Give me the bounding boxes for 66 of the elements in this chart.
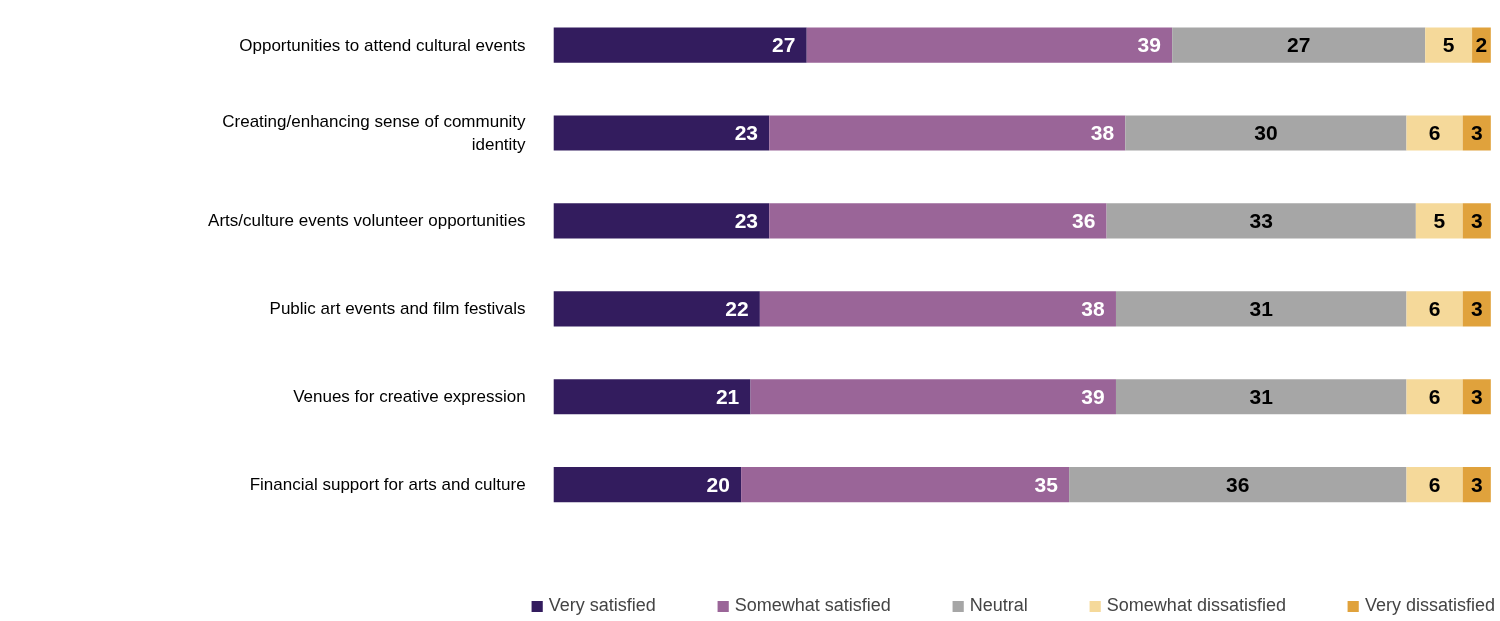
bar <box>1425 27 1473 63</box>
bar <box>1115 379 1407 415</box>
data-label: 39 <box>1081 384 1105 408</box>
legend-label: Very satisfied <box>548 595 656 616</box>
legend-label: Somewhat satisfied <box>734 595 891 616</box>
bar <box>1125 115 1407 151</box>
bar <box>1172 27 1426 63</box>
y-tick-label: Creating/enhancing sense of community identity <box>222 111 527 155</box>
data-label: 6 <box>1428 120 1441 144</box>
bar <box>553 379 751 415</box>
bar <box>1406 467 1463 503</box>
bar <box>1415 203 1463 239</box>
data-label: 27 <box>772 33 796 57</box>
data-label: 3 <box>1470 384 1483 408</box>
data-label: 5 <box>1442 33 1455 57</box>
bar <box>553 27 807 63</box>
data-label: 23 <box>734 120 758 144</box>
bar <box>553 203 770 239</box>
data-label: 3 <box>1470 296 1483 320</box>
y-tick-label: Opportunities to attend cultural events <box>239 35 526 55</box>
bar <box>553 467 742 503</box>
data-label: 31 <box>1249 296 1274 320</box>
data-label: 30 <box>1254 120 1278 144</box>
legend-label: Very dissatisfied <box>1364 595 1495 616</box>
bar <box>1462 115 1491 151</box>
bar <box>769 115 1126 151</box>
data-label: 6 <box>1428 296 1441 320</box>
data-label: 23 <box>734 208 758 232</box>
bar <box>1115 291 1407 327</box>
bar <box>1106 203 1416 239</box>
data-label: 38 <box>1090 120 1115 144</box>
bar <box>1406 291 1463 327</box>
data-label: 2 <box>1475 33 1488 57</box>
y-tick-label: Arts/culture events volunteer opportunities <box>208 211 526 231</box>
data-label: 27 <box>1287 33 1311 57</box>
data-label: 36 <box>1226 472 1250 496</box>
bar <box>1406 115 1463 151</box>
data-label: 6 <box>1428 384 1441 408</box>
data-label: 6 <box>1428 472 1441 496</box>
legend-label: Neutral <box>969 595 1028 616</box>
data-label: 39 <box>1137 33 1161 57</box>
data-label: 38 <box>1081 296 1106 320</box>
bar <box>553 115 770 151</box>
y-tick-label: Public art events and film festivals <box>269 299 526 319</box>
data-label: 20 <box>706 472 730 496</box>
data-label: 33 <box>1249 208 1273 232</box>
data-label: 22 <box>725 296 749 320</box>
bar <box>750 379 1116 415</box>
y-tick-label: Financial support for arts and culture <box>249 475 526 495</box>
data-label: 31 <box>1249 384 1274 408</box>
bar <box>806 27 1173 63</box>
bar <box>1406 379 1463 415</box>
legend-label: Somewhat dissatisfied <box>1106 595 1286 616</box>
data-label: 36 <box>1072 208 1096 232</box>
data-label: 5 <box>1433 208 1446 232</box>
data-label: 3 <box>1470 208 1483 232</box>
data-label: 21 <box>715 384 740 408</box>
data-label: 35 <box>1034 472 1059 496</box>
bar <box>769 203 1107 239</box>
bar <box>759 291 1116 327</box>
data-label: 3 <box>1470 472 1483 496</box>
data-label: 3 <box>1470 120 1483 144</box>
y-tick-label: Venues for creative expression <box>293 387 526 407</box>
bar <box>1069 467 1407 503</box>
bar <box>741 467 1070 503</box>
bar <box>553 291 760 327</box>
